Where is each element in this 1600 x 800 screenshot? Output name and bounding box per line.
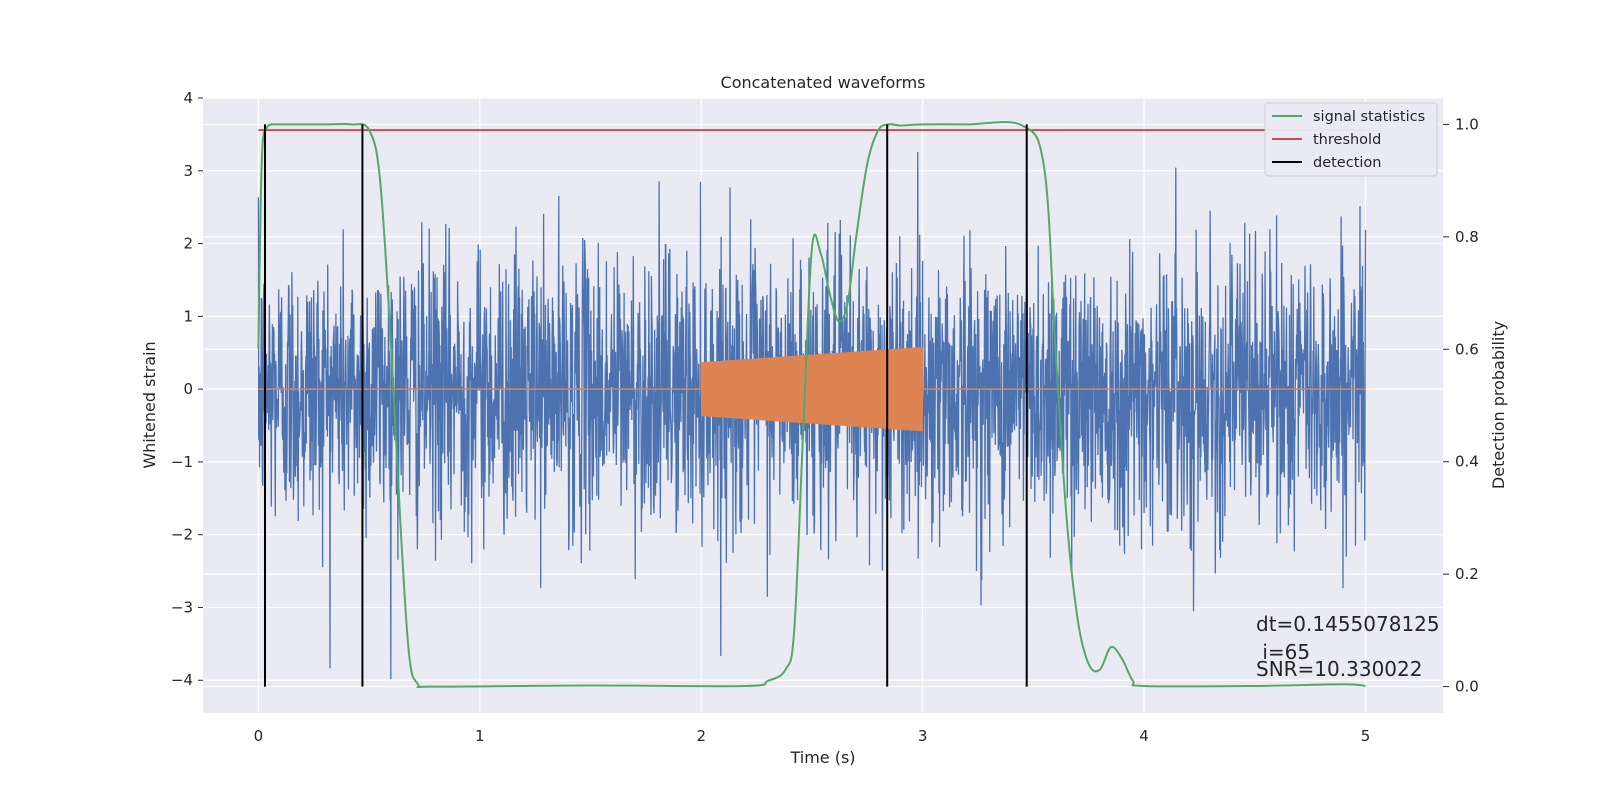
ticks: 0 1 2 3 4 5 4 3 2 1 0 −1 −2 −3 −4 1.0 0.8 0.6 0.4 0.2 0.0 <box>171 89 1479 745</box>
legend-box <box>1264 102 1438 177</box>
legend-label-threshold: threshold <box>1313 132 1381 148</box>
y-axis-label-left: Whitened strain <box>140 341 159 468</box>
annotation-dt: dt=0.1455078125 <box>1256 612 1440 636</box>
annotation-i: i=65 <box>1256 640 1310 664</box>
series-signal-statistics <box>257 120 1366 689</box>
y-tick-label-left: −2 <box>171 526 193 544</box>
annotation-snr: SNR=10.330022 <box>1256 657 1422 681</box>
x-tick-label: 0 <box>254 727 264 745</box>
y-tick-label-right: 0.0 <box>1455 678 1479 696</box>
y-tick-label-left: 2 <box>183 235 193 253</box>
legend-label-detection: detection <box>1313 155 1381 171</box>
x-axis-label: Time (s) <box>789 748 855 767</box>
x-tick-label: 1 <box>475 727 485 745</box>
chart-title: Concatenated waveforms <box>721 73 926 92</box>
plot-area <box>257 120 1367 689</box>
y-tick-label-left: −3 <box>171 598 193 616</box>
y-tick-label-left: −4 <box>171 671 193 689</box>
annotations: dt=0.1455078125 i=65 SNR=10.330022 <box>1256 612 1440 681</box>
y-axis-label-right: Detection probability <box>1489 321 1508 489</box>
y-tick-label-right: 0.8 <box>1455 228 1479 246</box>
y-tick-label-left: −1 <box>171 453 193 471</box>
series-whitened-strain <box>257 151 1367 680</box>
y-tick-label-left: 4 <box>183 89 193 107</box>
y-tick-label-right: 1.0 <box>1455 115 1479 133</box>
x-tick-label: 5 <box>1361 727 1371 745</box>
y-tick-label-right: 0.4 <box>1455 453 1479 471</box>
x-tick-label: 4 <box>1139 727 1149 745</box>
y-tick-label-left: 1 <box>183 307 193 325</box>
y-tick-label-right: 0.2 <box>1455 565 1479 583</box>
legend-label-signal-statistics: signal statistics <box>1313 109 1425 125</box>
x-tick-label: 2 <box>696 727 706 745</box>
legend: signal statistics threshold detection <box>1264 102 1438 177</box>
y-tick-label-left: 3 <box>183 162 193 180</box>
y-tick-label-left: 0 <box>183 380 193 398</box>
x-tick-label: 3 <box>918 727 928 745</box>
y-tick-label-right: 0.6 <box>1455 340 1479 358</box>
